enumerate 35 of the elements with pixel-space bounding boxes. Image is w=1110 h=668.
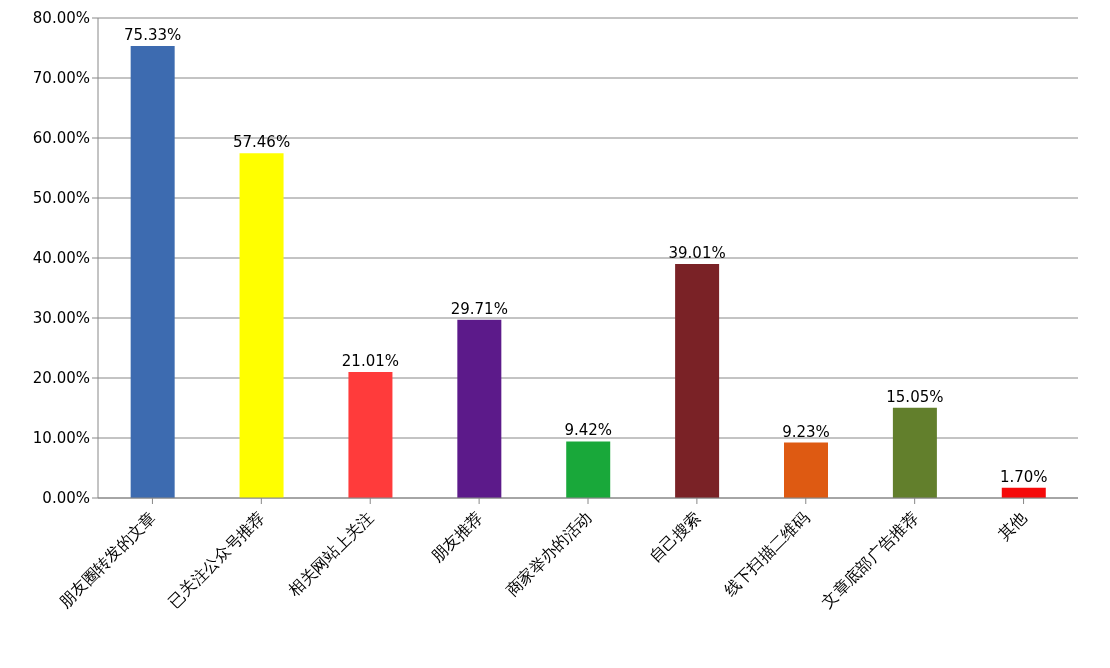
bar — [457, 319, 502, 498]
x-tick-label: 已关注公众号推荐 — [164, 507, 269, 612]
y-tick-label: 70.00% — [32, 69, 90, 88]
y-tick-label: 60.00% — [32, 129, 90, 148]
data-label: 21.01% — [341, 351, 400, 370]
bar — [675, 263, 720, 498]
x-tick-label: 相关网站上关注 — [284, 507, 378, 601]
data-label: 39.01% — [668, 243, 726, 262]
data-label: 57.46% — [232, 133, 291, 152]
bar — [566, 441, 611, 498]
data-label: 15.05% — [886, 387, 944, 406]
y-tick-label: 20.00% — [32, 369, 90, 388]
bar — [130, 46, 175, 498]
bar — [239, 153, 284, 498]
x-tick-label: 线下扫描二维码 — [720, 507, 813, 601]
data-label: 1.70% — [999, 467, 1048, 486]
bar — [892, 407, 937, 498]
x-tick-label: 朋友圈转发的文章 — [55, 507, 160, 612]
x-tick-label: 自己搜索 — [645, 507, 704, 567]
y-tick-label: 0.00% — [42, 489, 90, 508]
y-tick-label: 50.00% — [32, 189, 90, 208]
y-tick-label: 40.00% — [32, 249, 90, 268]
bar — [784, 442, 828, 498]
data-label: 9.42% — [564, 421, 613, 440]
x-tick-label: 其他 — [994, 507, 1031, 544]
y-tick-label: 10.00% — [32, 429, 90, 448]
y-tick-label: 30.00% — [32, 309, 90, 328]
data-label: 9.23% — [782, 422, 830, 441]
y-tick-label: 80.00% — [32, 9, 90, 28]
x-tick-label: 文章底部广告推荐 — [817, 507, 922, 612]
bar — [348, 371, 393, 498]
x-tick-label: 朋友推荐 — [427, 507, 487, 567]
data-label: 29.71% — [450, 299, 508, 318]
data-label: 75.33% — [124, 26, 182, 45]
x-tick-label: 商家举办的活动 — [502, 507, 596, 601]
